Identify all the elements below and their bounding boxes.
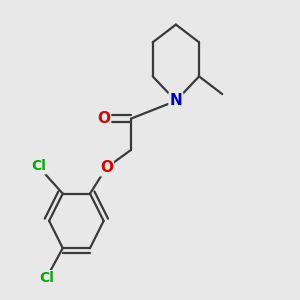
- Text: O: O: [100, 160, 113, 175]
- Text: N: N: [169, 93, 182, 108]
- Text: O: O: [97, 111, 110, 126]
- Text: Cl: Cl: [31, 159, 46, 173]
- Text: Cl: Cl: [39, 271, 54, 285]
